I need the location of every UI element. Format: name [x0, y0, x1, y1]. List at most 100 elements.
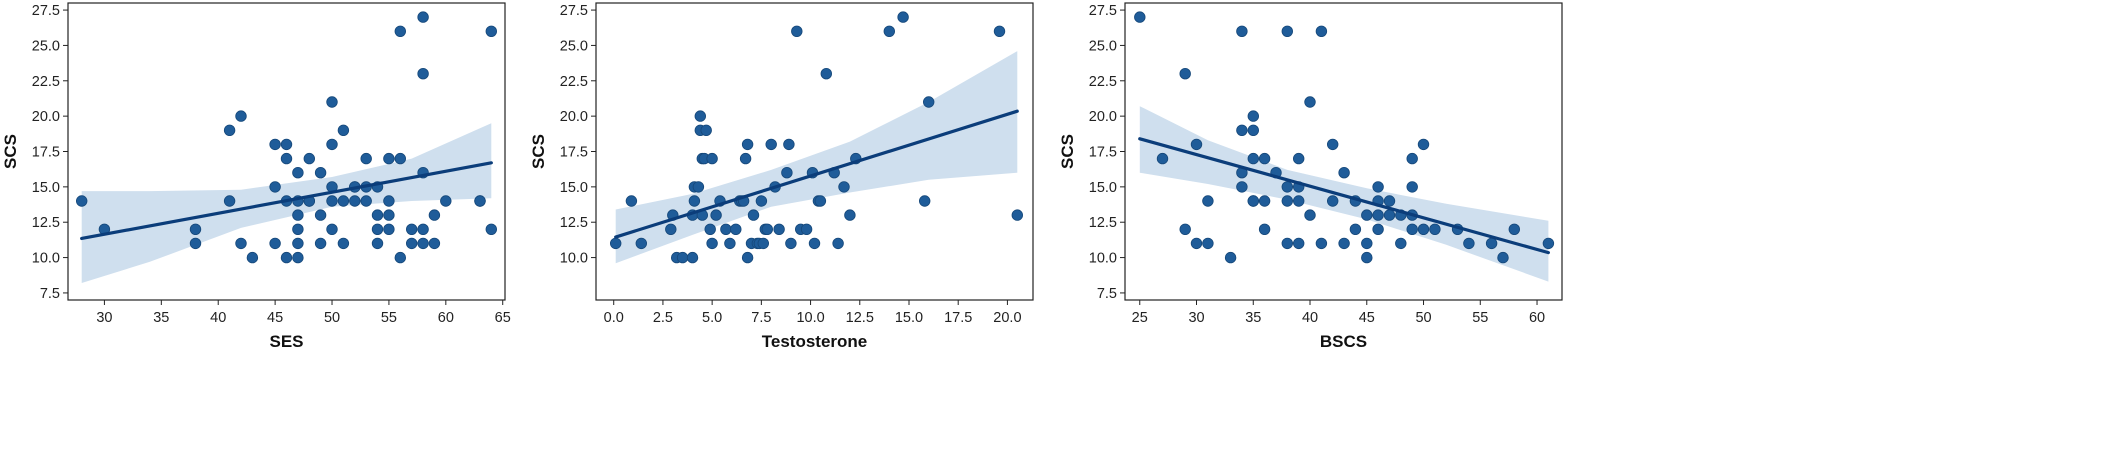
data-point [1190, 138, 1203, 151]
data-point [417, 67, 429, 80]
data-point [326, 195, 338, 207]
data-point [406, 223, 418, 236]
data-point [75, 195, 88, 207]
data-point [610, 237, 622, 250]
data-point [292, 166, 304, 179]
data-point [838, 181, 850, 193]
x-tick-label: 50 [1415, 310, 1431, 326]
data-point [694, 110, 707, 122]
data-point [706, 237, 718, 250]
y-tick-label: 12.5 [32, 215, 60, 231]
data-point [1542, 237, 1555, 250]
data-point [1429, 223, 1441, 236]
data-point [280, 251, 293, 264]
y-tick-label: 7.5 [1097, 286, 1117, 302]
data-point [1258, 223, 1271, 236]
data-point [635, 237, 648, 250]
data-point [1315, 237, 1328, 250]
x-tick-label: 17.5 [944, 310, 972, 326]
data-point [371, 209, 384, 221]
data-point [1247, 124, 1260, 137]
data-point [800, 223, 813, 236]
data-point [326, 96, 338, 108]
data-point [314, 237, 327, 250]
x-tick-label: 35 [153, 310, 169, 326]
data-point [314, 166, 327, 179]
data-point [417, 237, 429, 250]
data-point [428, 209, 441, 221]
data-point [1258, 152, 1271, 165]
x-tick-label: 2.5 [653, 310, 673, 326]
data-point [1406, 223, 1418, 236]
regression-line [80, 161, 493, 241]
data-point [1247, 195, 1260, 207]
data-point [280, 138, 293, 151]
data-point [1372, 209, 1384, 221]
data-point [314, 209, 327, 221]
data-point [741, 251, 754, 264]
data-point [781, 166, 793, 179]
y-tick-label: 20.0 [32, 109, 60, 125]
chart-panel-3: 25 30 35 40 45 50 55 60 7.5 10.0 12.5 15.0 17.5 20.0 2… [1058, 2, 1563, 351]
data-point [919, 195, 931, 207]
x-tick-label: 40 [210, 310, 226, 326]
data-point [1349, 223, 1362, 236]
x-tick-label: 20.0 [993, 310, 1021, 326]
y-tick-label: 10.0 [1089, 251, 1117, 267]
y-axis-title: SCS [529, 134, 548, 169]
data-point [773, 223, 785, 236]
data-point [235, 237, 247, 250]
data-point [783, 138, 795, 151]
data-point [371, 223, 384, 236]
data-point [1236, 25, 1248, 38]
x-tick-label: 0.0 [604, 310, 624, 326]
y-tick-label: 15.0 [560, 180, 588, 196]
data-point [832, 237, 844, 250]
data-point [706, 152, 718, 165]
data-point [1258, 195, 1271, 207]
data-point [883, 25, 896, 38]
x-tick-label: 10.0 [796, 310, 824, 326]
y-axis-title: SCS [1, 134, 20, 169]
data-point [394, 152, 407, 165]
data-point [383, 209, 395, 221]
x-tick-label: 55 [1472, 310, 1488, 326]
data-point [269, 237, 281, 250]
data-point [349, 195, 361, 207]
data-point [844, 209, 856, 221]
x-tick-label: 5.0 [702, 310, 722, 326]
data-point [1372, 223, 1384, 236]
data-point [337, 195, 350, 207]
y-tick-label: 22.5 [1089, 74, 1117, 90]
y-tick-label: 25.0 [32, 38, 60, 54]
data-point [1134, 11, 1146, 23]
y-tick-label: 27.5 [1089, 3, 1117, 19]
data-point [417, 223, 429, 236]
data-point [1281, 181, 1294, 193]
y-tick-label: 12.5 [560, 215, 588, 231]
data-point [223, 124, 236, 137]
data-point [1372, 181, 1384, 193]
data-point [360, 195, 372, 207]
data-point [280, 152, 293, 165]
x-tick-label: 60 [1529, 310, 1545, 326]
data-point [993, 25, 1006, 38]
data-point [1463, 237, 1475, 250]
x-tick-label: 60 [438, 310, 454, 326]
data-point [897, 11, 909, 23]
data-point [1485, 237, 1498, 250]
data-point [383, 195, 395, 207]
data-point [269, 181, 281, 193]
x-axis-title: BSCS [1320, 332, 1367, 351]
y-tick-label: 27.5 [32, 3, 60, 19]
x-tick-label: 45 [267, 310, 283, 326]
data-point [1179, 223, 1191, 236]
data-point [700, 124, 712, 137]
x-tick-label: 15.0 [895, 310, 923, 326]
y-tick-label: 22.5 [32, 74, 60, 90]
chart-panel-2: 0.0 2.5 5.0 7.5 10.0 12.5 15.0 17.5 20.0 10.0 12.5… [529, 2, 1034, 351]
data-point [485, 25, 498, 38]
data-point [1395, 237, 1407, 250]
data-point [383, 223, 395, 236]
